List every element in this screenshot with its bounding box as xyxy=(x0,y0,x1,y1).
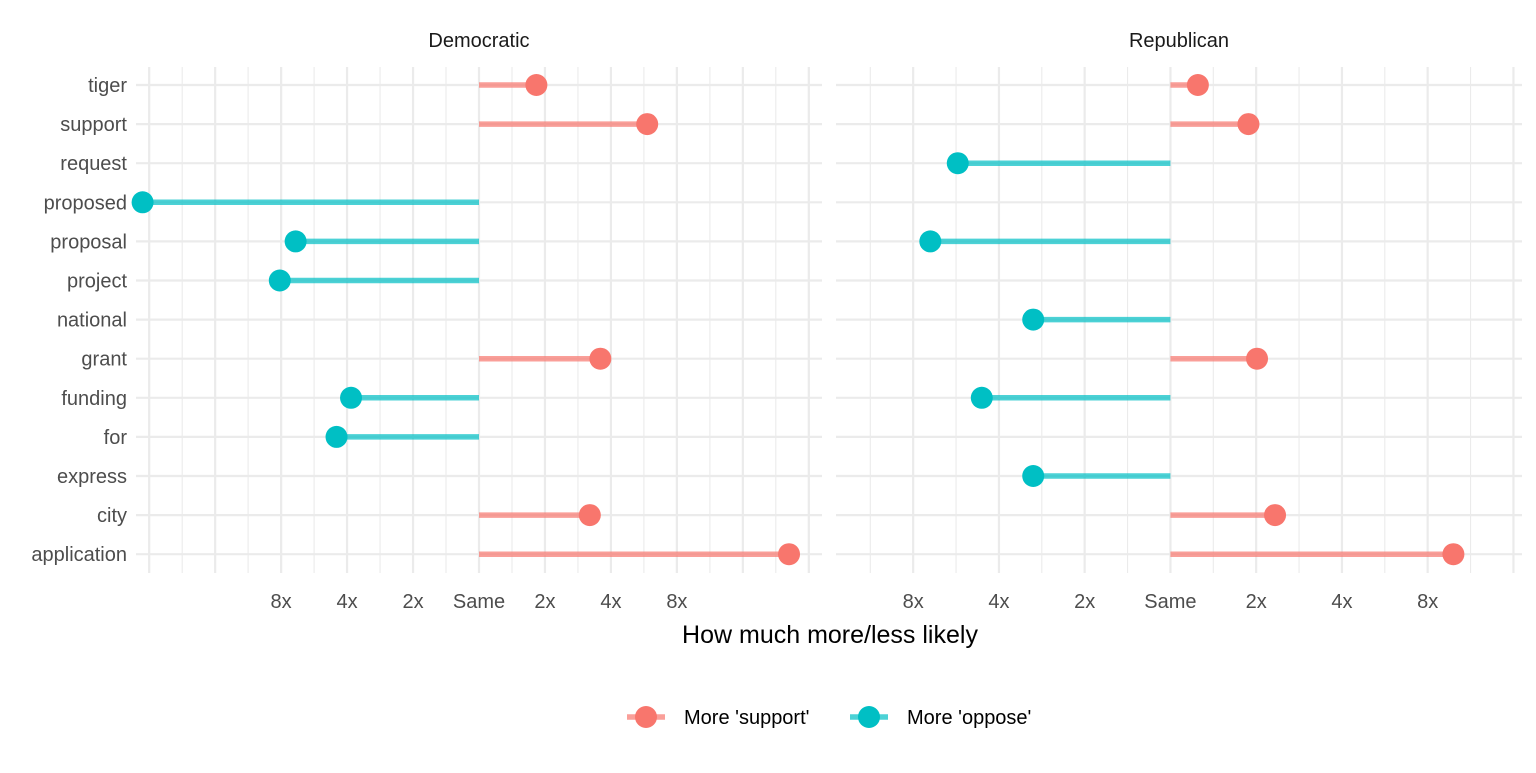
lollipop-point-application xyxy=(778,543,801,566)
lollipop-point-request xyxy=(946,152,969,175)
lollipop-point-tiger xyxy=(1186,74,1209,96)
y-category-label: project xyxy=(67,271,127,293)
x-tick-label: 8x xyxy=(666,591,687,613)
y-category-label: application xyxy=(31,544,127,566)
y-category-label: national xyxy=(57,310,127,332)
x-tick-label: 8x xyxy=(271,591,292,613)
lollipop-point-proposal xyxy=(919,230,942,253)
x-tick-label: Same xyxy=(1144,591,1196,613)
y-category-label: grant xyxy=(81,349,127,371)
y-category-label: proposal xyxy=(50,231,127,253)
lollipop-point-support xyxy=(1237,113,1260,136)
y-category-label: support xyxy=(60,114,127,136)
lollipop-point-national xyxy=(1022,308,1045,331)
legend-key-point-support xyxy=(635,706,657,728)
y-category-label: funding xyxy=(61,388,127,410)
lollipop-point-application xyxy=(1442,543,1465,566)
y-category-label: for xyxy=(104,427,128,449)
panel-title: Democratic xyxy=(428,30,529,52)
x-tick-label: 2x xyxy=(534,591,555,613)
lollipop-point-express xyxy=(1022,465,1045,487)
lollipop-point-proposed xyxy=(131,191,154,214)
y-category-label: city xyxy=(97,505,127,527)
lollipop-point-proposal xyxy=(284,230,307,253)
x-tick-label: 2x xyxy=(1246,591,1267,613)
legend-label-oppose: More 'oppose' xyxy=(907,707,1031,729)
x-tick-label: 8x xyxy=(1417,591,1438,613)
y-category-label: tiger xyxy=(88,75,127,97)
x-tick-label: 4x xyxy=(988,591,1009,613)
x-tick-label: 2x xyxy=(402,591,423,613)
y-category-label: proposed xyxy=(44,192,127,214)
panel-title: Republican xyxy=(1129,30,1229,52)
y-category-label: express xyxy=(57,466,127,488)
lollipop-point-funding xyxy=(340,386,363,409)
lollipop-point-tiger xyxy=(525,74,548,96)
lollipop-point-project xyxy=(268,269,291,292)
lollipop-point-grant xyxy=(589,347,612,370)
lollipop-point-city xyxy=(1264,504,1287,527)
legend-label-support: More 'support' xyxy=(684,707,809,729)
lollipop-point-funding xyxy=(970,386,993,409)
x-tick-label: 4x xyxy=(337,591,358,613)
lollipop-point-grant xyxy=(1246,347,1269,370)
y-category-label: request xyxy=(60,153,127,175)
x-tick-label: 4x xyxy=(1331,591,1352,613)
legend-key-point-oppose xyxy=(858,706,880,728)
lollipop-point-city xyxy=(578,504,601,527)
x-tick-label: 4x xyxy=(600,591,621,613)
x-tick-label: 8x xyxy=(903,591,924,613)
x-tick-label: Same xyxy=(453,591,505,613)
x-tick-label: 2x xyxy=(1074,591,1095,613)
lollipop-point-for xyxy=(325,425,348,448)
lollipop-point-support xyxy=(636,113,659,136)
x-axis-title: How much more/less likely xyxy=(682,621,978,649)
